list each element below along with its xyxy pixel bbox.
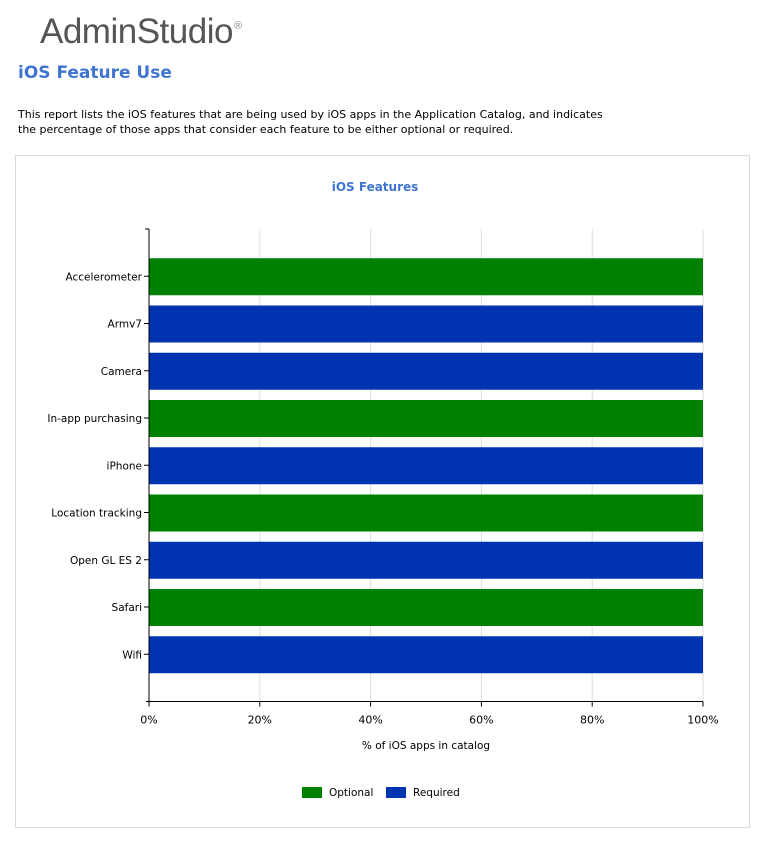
y-tick-label: In-app purchasing: [47, 413, 142, 425]
y-tick-label: Location tracking: [51, 508, 142, 520]
chart-title: iOS Features: [332, 180, 419, 194]
legend-label-required: Required: [413, 787, 460, 799]
registered-mark: ®: [233, 20, 242, 32]
bar-optional: [149, 494, 703, 532]
y-tick-label: Safari: [112, 602, 142, 614]
logo-text: AdminStudio: [40, 12, 233, 51]
bar-optional: [149, 400, 703, 437]
legend-label-optional: Optional: [329, 787, 373, 799]
report-description: This report lists the iOS features that …: [18, 108, 603, 136]
bar-optional: [149, 258, 703, 296]
bar-optional: [149, 589, 703, 626]
bar-required: [149, 541, 703, 579]
bar-required: [149, 447, 703, 485]
x-tick-label: 80%: [580, 714, 604, 727]
x-tick-label: 20%: [248, 714, 272, 727]
x-tick-label: 100%: [687, 714, 718, 727]
legend-swatch-required: [386, 787, 406, 798]
y-tick-label: Open GL ES 2: [70, 555, 142, 567]
x-tick-label: 0%: [140, 714, 157, 727]
bar-required: [149, 305, 703, 343]
adminstudio-logo: AdminStudio®: [40, 12, 242, 52]
y-tick-label: iPhone: [107, 460, 142, 472]
bar-required: [149, 636, 703, 674]
y-tick-label: Accelerometer: [66, 271, 143, 283]
chart-container: [15, 155, 750, 828]
legend-swatch-optional: [302, 787, 322, 798]
y-tick-label: Wifi: [122, 649, 142, 661]
y-tick-label: Armv7: [108, 319, 142, 331]
page-title: iOS Feature Use: [18, 63, 172, 83]
x-tick-label: 40%: [358, 714, 382, 727]
x-tick-label: 60%: [469, 714, 493, 727]
x-axis-label: % of iOS apps in catalog: [362, 740, 490, 752]
y-tick-label: Camera: [101, 366, 142, 378]
bar-required: [149, 352, 703, 390]
